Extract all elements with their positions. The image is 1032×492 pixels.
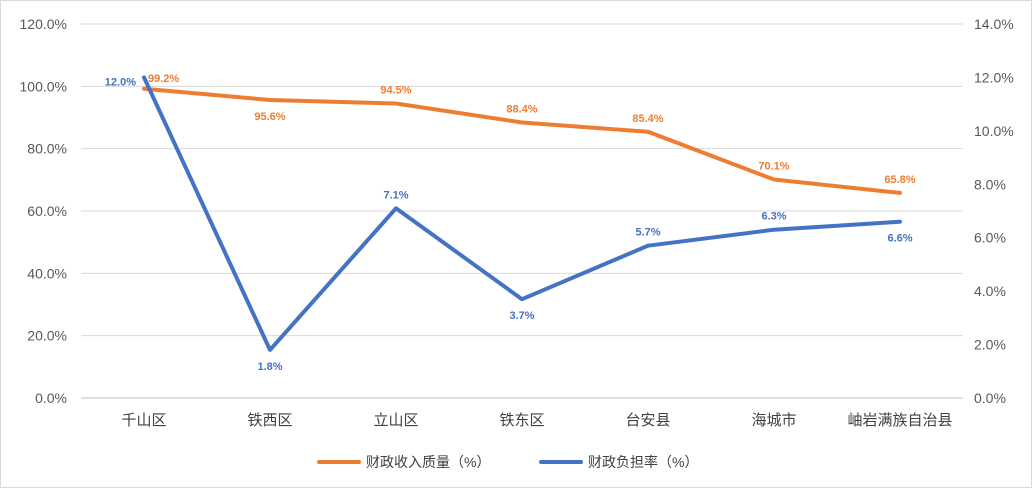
- right-tick-label: 4.0%: [974, 283, 1006, 299]
- category-label: 铁西区: [247, 412, 292, 429]
- category-label: 海城市: [751, 412, 796, 429]
- left-tick-label: 80.0%: [27, 141, 67, 157]
- right-tick-label: 0.0%: [974, 390, 1006, 406]
- data-label: 7.1%: [383, 189, 408, 201]
- left-tick-label: 60.0%: [27, 203, 67, 219]
- data-label: 88.4%: [506, 103, 537, 115]
- data-label: 6.6%: [887, 233, 912, 245]
- legend-label-2: 财政负担率（%）: [588, 454, 698, 470]
- category-label: 铁东区: [499, 412, 544, 429]
- category-label: 岫岩满族自治县: [847, 412, 952, 429]
- right-y-axis: 0.0% 2.0% 4.0% 6.0% 8.0% 10.0% 12.0% 14.0%: [974, 16, 1014, 406]
- data-label: 70.1%: [758, 161, 789, 173]
- category-label: 立山区: [373, 412, 418, 429]
- left-tick-label: 40.0%: [27, 265, 67, 281]
- left-tick-label: 120.0%: [20, 16, 67, 32]
- data-label: 94.5%: [380, 84, 411, 96]
- right-tick-label: 8.0%: [974, 176, 1006, 192]
- data-label: 5.7%: [635, 227, 660, 239]
- right-tick-label: 12.0%: [974, 69, 1014, 85]
- gridlines: [81, 23, 963, 399]
- data-label: 12.0%: [105, 76, 136, 88]
- left-tick-label: 0.0%: [35, 390, 67, 406]
- legend-label-1: 财政收入质量（%）: [366, 454, 490, 470]
- right-tick-label: 2.0%: [974, 337, 1006, 353]
- right-tick-label: 14.0%: [974, 16, 1014, 32]
- data-label: 85.4%: [632, 113, 663, 125]
- right-tick-label: 10.0%: [974, 123, 1014, 139]
- data-label: 65.8%: [884, 174, 915, 186]
- series-lines: [142, 75, 902, 352]
- series-line-1: [142, 86, 902, 195]
- data-label: 99.2%: [148, 73, 179, 85]
- data-label: 1.8%: [257, 361, 282, 373]
- series-line-2: [142, 75, 902, 352]
- data-labels: 99.2% 95.6% 94.5% 88.4% 85.4% 70.1% 65.8% 12.0%…: [105, 73, 916, 373]
- data-label: 3.7%: [509, 310, 534, 322]
- left-tick-label: 100.0%: [20, 78, 67, 94]
- left-y-axis: 0.0% 20.0% 40.0% 60.0% 80.0% 100.0% 120.0%: [20, 16, 67, 406]
- legend: 财政收入质量（%） 财政负担率（%）: [317, 454, 698, 470]
- left-tick-label: 20.0%: [27, 328, 67, 344]
- category-label: 台安县: [625, 412, 670, 429]
- category-label: 千山区: [121, 412, 166, 429]
- right-tick-label: 6.0%: [974, 230, 1006, 246]
- x-axis: 千山区 铁西区 立山区 铁东区 台安县 海城市 岫岩满族自治县: [121, 412, 952, 429]
- data-label: 95.6%: [254, 111, 285, 123]
- data-label: 6.3%: [761, 211, 786, 223]
